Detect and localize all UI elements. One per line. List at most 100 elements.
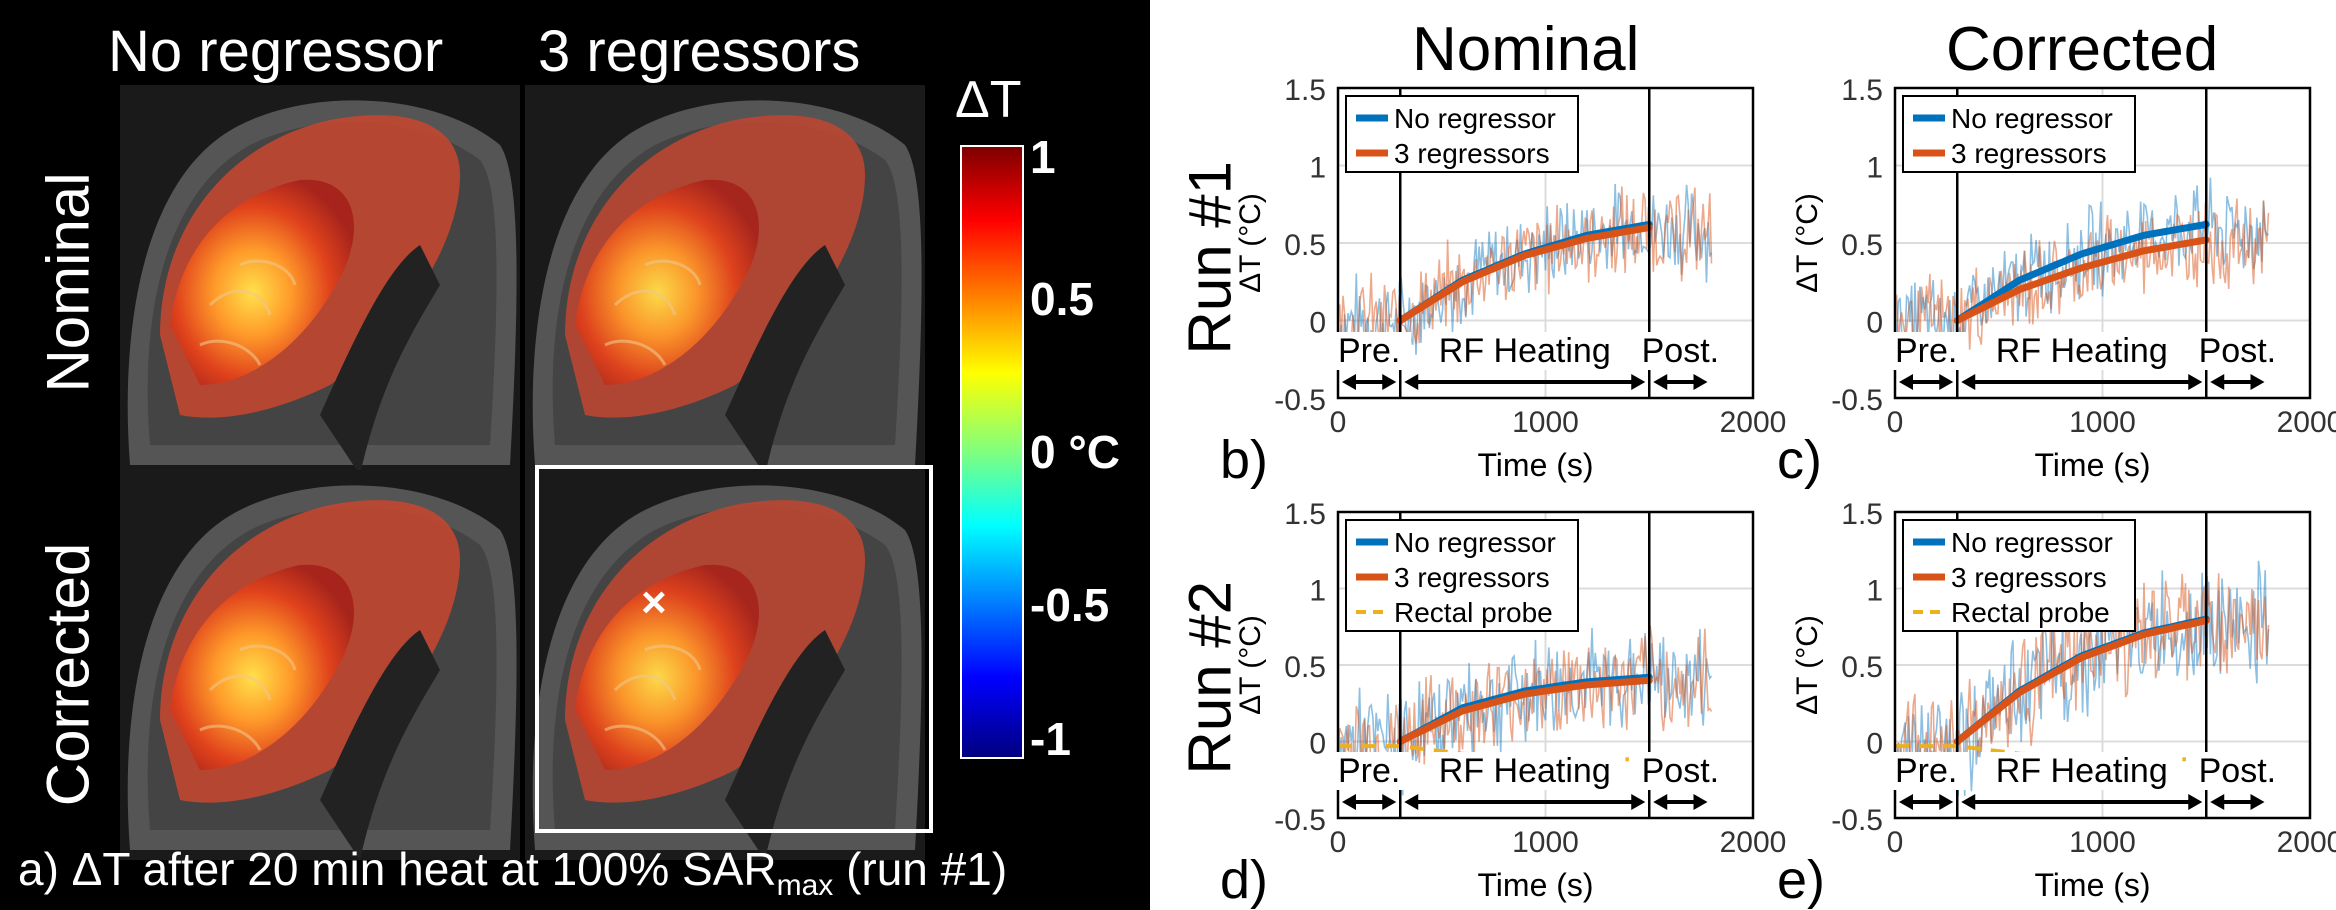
xtick-label: 0 [1330,826,1347,859]
phase-label-bg [1884,332,1969,370]
phase-label-bg [2185,332,2289,370]
phase-label-bg [1327,332,1412,370]
fit-line-3-regressors [1396,224,1653,324]
phase-arrowhead [1404,794,1419,810]
phase-label: RF Heating [1439,332,1611,370]
phase-arrowhead [1382,794,1397,810]
phase-arrowhead [1382,374,1397,390]
phase-arrowhead [1961,794,1976,810]
axes-box [1893,510,2312,820]
phase-label: Post. [1642,332,1719,370]
panel-label: b) [1220,430,1268,490]
xtick-label: 2000 [2277,826,2336,859]
phase-label-bg [1884,752,1969,790]
axes-box [1336,86,1755,400]
caption-end: (run #1) [833,843,1008,895]
legend-label: 3 regressors [1394,138,1550,169]
ytick-label: 1.5 [1841,498,1883,531]
legend-label: No regressor [1394,103,1556,134]
phase-arrowhead [1939,794,1954,810]
phase-label: Pre. [1338,332,1400,370]
legend-box [1902,95,2136,173]
ytick-label: -0.5 [1831,804,1883,837]
phase-label: Post. [2199,332,2276,370]
colorbar [960,145,1024,759]
phase-label: RF Heating [1439,752,1611,790]
panel-label: d) [1220,850,1268,910]
brain-map-nominal-3-regressors [525,85,925,475]
ytick-label: 1.5 [1284,74,1326,107]
axes-box [1893,86,2312,400]
legend-label: Rectal probe [1394,597,1553,628]
legend-label: Rectal probe [1951,597,2110,628]
x-axis-label: Time (s) [1477,447,1593,483]
axes-box [1336,510,1755,820]
phase-label: RF Heating [1996,752,2168,790]
ytick-label: 0 [1309,728,1326,761]
ytick-label: 0.5 [1841,229,1883,262]
xtick-label: 2000 [1720,406,1787,439]
phase-arrowhead [1653,374,1668,390]
colorbar-title: ΔT [955,71,1022,129]
y-axis-label: ΔT (°C) [1791,193,1824,293]
phase-arrowhead [1631,794,1646,810]
phase-arrowhead [1342,794,1356,810]
row-header-corrected: Corrected [34,542,102,807]
phase-arrowhead [1961,374,1976,390]
ytick-label: 1 [1866,575,1883,608]
panel-label: e) [1777,850,1825,910]
legend-label: No regressor [1951,527,2113,558]
xtick-label: 1000 [2069,826,2136,859]
brain-map-corrected-3-regressors [525,470,925,860]
phase-label: Pre. [1895,752,1957,790]
legend-label: 3 regressors [1951,562,2107,593]
brain-map-nominal-no-regressor [120,85,520,475]
y-axis-label: ΔT (°C) [1791,615,1824,715]
xtick-label: 0 [1330,406,1347,439]
panel-a-caption: a) ΔT after 20 min heat at 100% SARmax (… [18,842,1007,903]
phase-label: RF Heating [1996,332,2168,370]
phase-arrowhead [1631,374,1646,390]
x-axis-label: Time (s) [2034,867,2150,903]
legend-label: 3 regressors [1394,562,1550,593]
ytick-label: -0.5 [1274,804,1326,837]
phase-label-bg [1425,332,1624,370]
caption-sub: max [776,869,834,903]
ytick-label: 1.5 [1841,74,1883,107]
phase-arrowhead [1693,794,1708,810]
phase-arrowhead [1653,794,1668,810]
fit-line-no-regressor [1953,220,2210,324]
ytick-label: -0.5 [1831,384,1883,417]
brain-map-corrected-no-regressor [120,470,520,860]
phase-label-bg [1425,752,1624,790]
caption-main: a) ΔT after 20 min heat at 100% SAR [18,843,777,895]
ytick-label: 1 [1309,152,1326,185]
phase-arrowhead [1899,374,1913,390]
xtick-label: 1000 [1512,826,1579,859]
xtick-label: 0 [1887,826,1904,859]
ytick-label: 1 [1309,575,1326,608]
roi-marker: × [641,578,667,627]
phase-arrowhead [2210,374,2225,390]
colorbar-tick-0: 0 °C [1030,426,1120,478]
phase-label: Pre. [1895,332,1957,370]
phase-arrowhead [1404,374,1419,390]
ytick-label: 1.5 [1284,498,1326,531]
xtick-label: 1000 [2069,406,2136,439]
xtick-label: 1000 [1512,406,1579,439]
ytick-label: 0.5 [1841,651,1883,684]
col-header-no-regressor: No regressor [108,19,444,84]
phase-label-bg [1628,752,1732,790]
xtick-label: 2000 [1720,826,1787,859]
phase-label-bg [2185,752,2289,790]
fit-line-3-regressors [1396,676,1653,745]
phase-arrowhead [2250,794,2265,810]
phase-label-bg [1628,332,1732,370]
colorbar-tick-neg-0.5: -0.5 [1030,579,1110,631]
legend-label: No regressor [1951,103,2113,134]
ytick-label: 0 [1866,728,1883,761]
colorbar-tick-neg-1: -1 [1030,713,1071,765]
